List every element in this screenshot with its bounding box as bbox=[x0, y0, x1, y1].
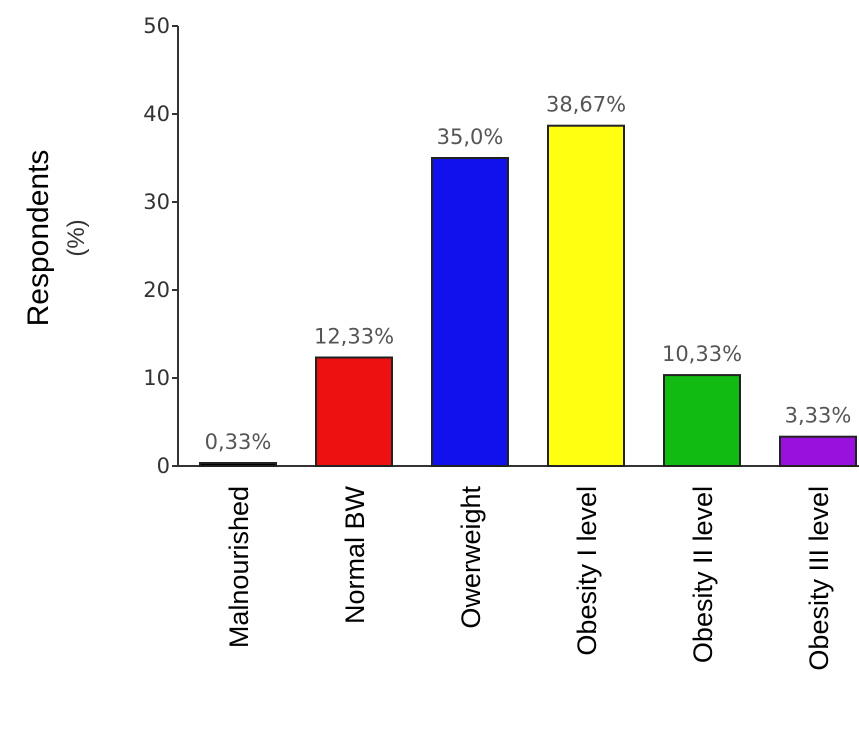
data-label: 38,67% bbox=[546, 93, 626, 117]
bar bbox=[547, 124, 625, 467]
category-labels: Malnourished Normal BW Owerweight Obesity I… bbox=[224, 485, 834, 670]
bar bbox=[431, 157, 509, 467]
y-axis-unit: (%) bbox=[63, 219, 90, 256]
y-axis-title: Respondents bbox=[22, 150, 55, 327]
data-label: 3,33% bbox=[785, 404, 852, 428]
bar bbox=[663, 374, 741, 468]
category-label: Obesity II level bbox=[688, 486, 718, 663]
category-label: Obesity I level bbox=[572, 486, 602, 656]
category-label: Normal BW bbox=[340, 485, 370, 624]
y-tick-label: 30 bbox=[143, 190, 170, 214]
bar bbox=[779, 435, 857, 468]
bars bbox=[199, 124, 857, 468]
data-label: 0,33% bbox=[205, 430, 272, 454]
bar bbox=[315, 356, 393, 467]
category-label: Owerweight bbox=[456, 486, 486, 629]
y-tick-label: 0 bbox=[157, 454, 170, 478]
y-tick-label: 10 bbox=[143, 366, 170, 390]
y-tick-label: 20 bbox=[143, 278, 170, 302]
y-tick-label: 50 bbox=[143, 14, 170, 38]
data-label: 10,33% bbox=[662, 342, 742, 366]
bar bbox=[199, 462, 277, 467]
category-label: Obesity III level bbox=[804, 486, 834, 671]
y-tick-label: 40 bbox=[143, 102, 170, 126]
y-axis: 0 10 20 30 40 50 bbox=[143, 14, 179, 478]
category-label: Malnourished bbox=[224, 486, 254, 648]
data-label: 12,33% bbox=[314, 324, 394, 348]
data-labels: 0,33% 12,33% 35,0% 38,67% 10,33% 3,33% bbox=[205, 93, 852, 454]
data-label: 35,0% bbox=[437, 125, 504, 149]
